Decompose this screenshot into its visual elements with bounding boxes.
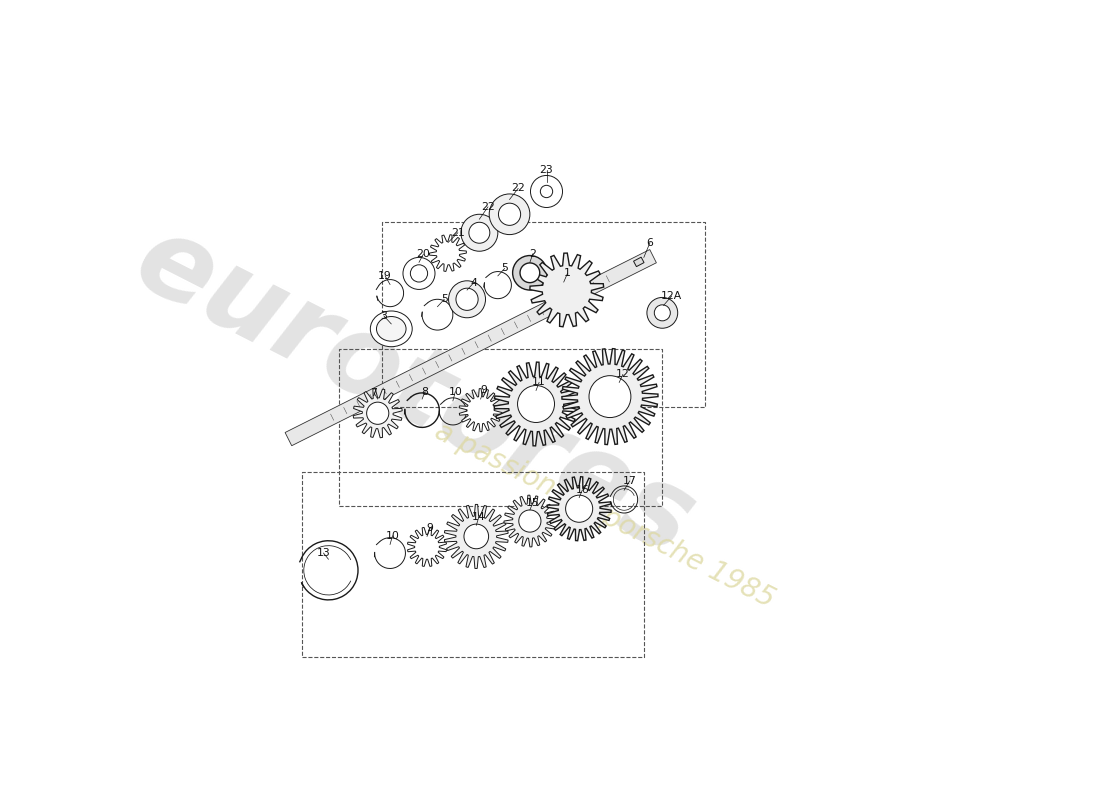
Polygon shape bbox=[429, 234, 466, 271]
Text: 5: 5 bbox=[502, 263, 508, 274]
Circle shape bbox=[517, 386, 554, 422]
Text: 13: 13 bbox=[317, 548, 330, 558]
Circle shape bbox=[565, 495, 593, 522]
Text: 2: 2 bbox=[529, 249, 537, 258]
Text: 19: 19 bbox=[378, 271, 392, 281]
Circle shape bbox=[469, 222, 490, 243]
Ellipse shape bbox=[376, 317, 406, 341]
Text: 22: 22 bbox=[512, 183, 525, 194]
Polygon shape bbox=[444, 505, 508, 569]
Text: 9: 9 bbox=[481, 386, 487, 395]
Polygon shape bbox=[494, 362, 578, 446]
Polygon shape bbox=[285, 250, 657, 446]
Circle shape bbox=[588, 376, 631, 418]
Text: eurotores: eurotores bbox=[118, 206, 712, 578]
Text: 14: 14 bbox=[472, 512, 485, 522]
Text: 15: 15 bbox=[526, 498, 540, 507]
Circle shape bbox=[449, 281, 485, 318]
Text: 12: 12 bbox=[616, 370, 630, 379]
Text: a passion for porsche 1985: a passion for porsche 1985 bbox=[430, 417, 779, 613]
Circle shape bbox=[540, 186, 552, 198]
Text: 5: 5 bbox=[441, 294, 448, 304]
Polygon shape bbox=[504, 495, 556, 547]
Circle shape bbox=[455, 288, 478, 310]
Text: 7: 7 bbox=[371, 388, 377, 398]
Text: 9: 9 bbox=[427, 523, 433, 534]
Text: 6: 6 bbox=[647, 238, 653, 248]
Text: 22: 22 bbox=[481, 202, 495, 212]
Polygon shape bbox=[353, 389, 403, 438]
Polygon shape bbox=[562, 349, 658, 445]
Ellipse shape bbox=[371, 311, 412, 346]
Text: 10: 10 bbox=[449, 386, 462, 397]
Text: 17: 17 bbox=[623, 476, 637, 486]
Circle shape bbox=[513, 255, 547, 290]
Text: 16: 16 bbox=[575, 486, 590, 495]
Circle shape bbox=[490, 194, 530, 234]
Text: 10: 10 bbox=[386, 531, 399, 541]
Text: 23: 23 bbox=[540, 165, 553, 175]
Circle shape bbox=[530, 175, 562, 207]
Text: 20: 20 bbox=[417, 250, 430, 259]
Polygon shape bbox=[407, 527, 447, 566]
Circle shape bbox=[464, 524, 488, 549]
Text: 1: 1 bbox=[564, 269, 571, 278]
Circle shape bbox=[498, 203, 520, 226]
Circle shape bbox=[461, 214, 498, 251]
Circle shape bbox=[403, 258, 434, 290]
Bar bbox=[634, 257, 645, 266]
Text: 21: 21 bbox=[451, 228, 464, 238]
Text: 12A: 12A bbox=[661, 291, 682, 301]
Polygon shape bbox=[547, 477, 612, 541]
Circle shape bbox=[410, 265, 428, 282]
Circle shape bbox=[366, 402, 388, 424]
Text: 4: 4 bbox=[471, 278, 477, 288]
Circle shape bbox=[519, 510, 541, 532]
Text: 3: 3 bbox=[381, 311, 387, 321]
Text: 8: 8 bbox=[421, 386, 429, 397]
Circle shape bbox=[520, 263, 540, 282]
Circle shape bbox=[647, 298, 678, 328]
Circle shape bbox=[654, 305, 670, 321]
Text: 11: 11 bbox=[532, 378, 546, 387]
Polygon shape bbox=[530, 253, 604, 326]
Polygon shape bbox=[459, 389, 502, 432]
